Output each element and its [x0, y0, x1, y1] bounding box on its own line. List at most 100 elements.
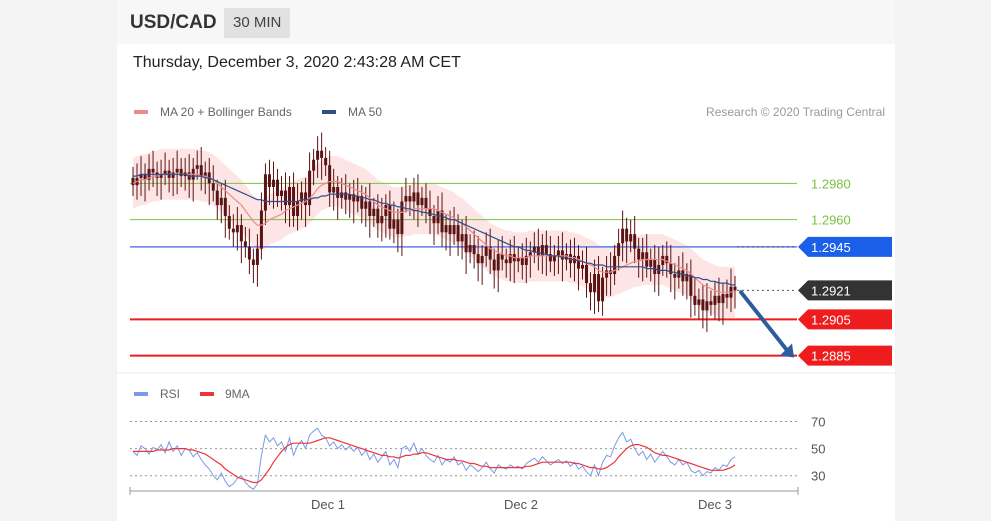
candle-body [131, 177, 135, 186]
legend-ma20-label: MA 20 + Bollinger Bands [160, 105, 292, 119]
candle-body [476, 254, 480, 264]
candle-body [520, 257, 524, 265]
candle-body [388, 205, 392, 229]
candle-body [649, 259, 653, 267]
candle-body [633, 234, 637, 249]
candle-body [163, 170, 167, 175]
x-axis-tick-label: Dec 1 [311, 497, 345, 512]
candle-body [412, 192, 416, 202]
candle-body [629, 234, 633, 242]
candle-body [528, 252, 532, 256]
level-label: 1.2980 [811, 176, 851, 191]
level-label: 1.2945 [811, 240, 851, 255]
candle-body [151, 168, 155, 173]
candle-body [653, 259, 657, 275]
candle-body [139, 174, 143, 178]
candle-body [444, 225, 448, 233]
candle-body [460, 234, 464, 242]
candle-body [641, 252, 645, 260]
candle-body [155, 172, 159, 178]
ma50-line [133, 173, 735, 286]
candle-body [689, 274, 693, 296]
candle-body [613, 255, 617, 275]
timeframe-badge[interactable]: 30 MIN [224, 8, 291, 38]
timestamp-line: Thursday, December 3, 2020 2:43:28 AM CE… [133, 54, 461, 71]
candle-body [219, 197, 223, 206]
rsi-tick-label: 50 [811, 442, 825, 457]
candle-body [621, 228, 625, 244]
level-price-tag [798, 309, 892, 330]
candle-body [364, 201, 368, 209]
candle-body [472, 245, 476, 255]
candle-body [211, 183, 215, 191]
level-price-tag [798, 236, 892, 257]
candle-body [404, 196, 408, 202]
candle-body [247, 246, 251, 260]
candle-body [713, 295, 717, 305]
candle-body [296, 201, 300, 216]
candle-body [484, 246, 488, 256]
candle-body [235, 225, 239, 233]
candle-body [440, 210, 444, 233]
candle-body [456, 225, 460, 242]
candle-body [275, 179, 279, 197]
candle-body [697, 299, 701, 305]
candle-body [617, 243, 621, 256]
candle-body [195, 165, 199, 169]
candle-body [709, 301, 713, 305]
candle-body [304, 192, 308, 206]
legend-ma50-swatch [322, 110, 336, 114]
candle-body [496, 254, 500, 271]
candle-body [605, 270, 609, 278]
legend-rsi-swatch [134, 392, 148, 396]
candle-body [721, 294, 725, 304]
candle-body [348, 194, 352, 200]
chart-header: USD/CAD 30 MIN [117, 0, 895, 44]
candle-body [259, 210, 263, 249]
candle-body [568, 254, 572, 264]
candle-body [239, 225, 243, 242]
candle-body [492, 259, 496, 271]
candle-body [284, 190, 288, 206]
candle-body [215, 190, 219, 206]
candle-body [625, 228, 629, 242]
candle-body [540, 245, 544, 256]
level-label: 1.2960 [811, 213, 851, 228]
candle-body [552, 255, 556, 262]
level-label: 1.2921 [811, 283, 851, 298]
legend-ma20-swatch [134, 110, 148, 114]
candle-body [464, 234, 468, 253]
candle-body [263, 174, 267, 211]
candle-body [175, 168, 179, 173]
candle-body [255, 248, 259, 265]
research-credit: Research © 2020 Trading Central [706, 105, 885, 119]
candle-body [601, 277, 605, 302]
candle-body [576, 255, 580, 269]
candle-body [396, 219, 400, 235]
ma20-line [132, 173, 735, 293]
candle-body [279, 190, 283, 197]
chart-card: USD/CAD 30 MIN Thursday, December 3, 202… [117, 0, 895, 521]
candle-body [408, 196, 412, 202]
candle-body [352, 194, 356, 202]
candle-body [685, 274, 689, 282]
candle-body [416, 192, 420, 206]
candle-body [532, 246, 536, 253]
candle-body [376, 208, 380, 224]
candle-body [681, 270, 685, 282]
candle-body [452, 225, 456, 235]
forecast-arrow-shaft [739, 290, 790, 354]
candle-body [420, 197, 424, 206]
candle-body [488, 246, 492, 260]
candle-body [508, 254, 512, 264]
candle-body [428, 208, 432, 216]
candle-body [665, 255, 669, 264]
rsi-9ma-line [133, 437, 736, 484]
candle-body [693, 295, 697, 305]
candle-body [701, 299, 705, 311]
candle-body [544, 245, 548, 255]
candle-body [580, 264, 584, 269]
candle-body [231, 228, 235, 233]
candle-body [143, 174, 147, 180]
